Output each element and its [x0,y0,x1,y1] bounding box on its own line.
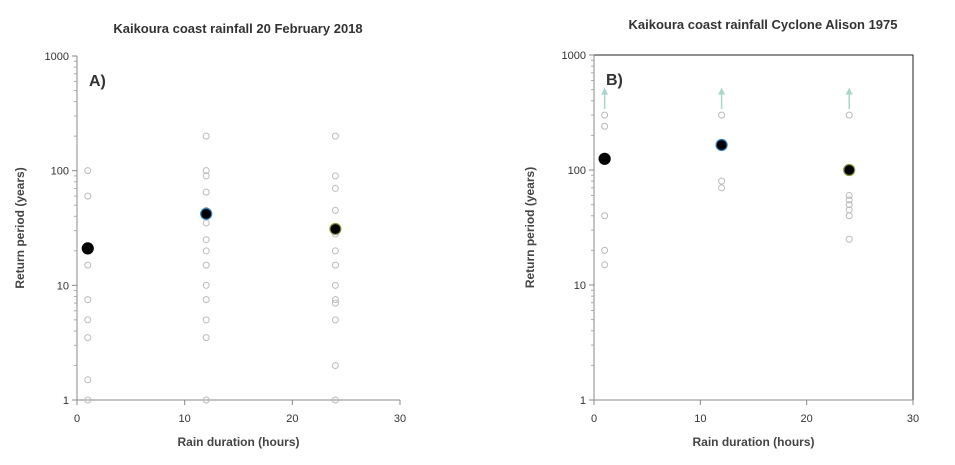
station-point [331,281,339,289]
station-point [202,188,210,196]
station-point [601,261,609,269]
station-point [845,201,853,209]
station-point [845,111,853,119]
y-tick-label: 1000 [45,51,69,63]
station-point [331,261,339,269]
station-point [331,247,339,255]
plot-frame [593,54,914,401]
x-tick-label: 20 [801,413,813,425]
y-tick-label: 1 [580,395,586,407]
station-point [601,246,609,254]
lower-bound-arrowhead [601,87,609,95]
chart-panel-a: 1 10 100 1000 0 10 20 30 Kaikoura coast rainfall… [0,0,470,465]
station-point [202,167,210,175]
station-point [331,132,339,140]
x-tick-label: 20 [286,413,298,425]
station-point [84,376,92,384]
y-tick-label: 1 [63,395,69,407]
station-point [718,184,726,192]
lower-bound-arrowhead [845,87,853,95]
y-tick-label: 100 [51,166,69,178]
y-tick-label: 10 [574,280,586,292]
station-point [202,281,210,289]
representative-point [329,222,342,236]
station-point [202,334,210,342]
station-point [202,261,210,269]
y-axis-title: Return period (years) [13,167,27,288]
representative-point [598,152,611,165]
station-point [202,396,210,404]
chart-title: Kaikoura coast rainfall Cyclone Alison 1… [628,17,897,32]
station-point [202,316,210,324]
station-point [84,261,92,269]
y-tick-label: 1000 [562,50,586,62]
representative-point [81,242,94,255]
lower-bound-arrowhead [718,87,726,95]
chart-panel-b: 1 10 100 1000 0 10 20 30 Kaikoura coast rainfall… [510,0,955,465]
station-point [331,172,339,180]
station-point [202,219,210,227]
station-point [202,132,210,140]
chart-a-svg: 1 10 100 1000 0 10 20 30 Kaikoura coast rainfall… [13,21,406,449]
station-point [601,212,609,220]
chart-title: Kaikoura coast rainfall 20 February 2018 [113,21,362,36]
station-point [331,206,339,214]
y-tick-label: 100 [568,165,586,177]
station-point [331,299,339,307]
x-tick-label: 10 [694,413,706,425]
station-point [845,212,853,220]
station-point [331,396,339,404]
representative-point [200,207,213,220]
station-point [331,296,339,304]
chart-b-svg: 1 10 100 1000 0 10 20 30 Kaikoura coast rainfall… [523,17,919,449]
station-point [202,247,210,255]
station-point [845,235,853,243]
station-point [84,334,92,342]
station-point [84,396,92,404]
station-point [202,296,210,304]
station-point [202,236,210,244]
panel-label: A) [89,73,106,90]
x-axis-title: Rain duration (hours) [178,435,300,449]
y-tick-label: 10 [57,280,69,292]
representative-point [843,163,856,177]
station-point [845,196,853,204]
station-point [845,192,853,200]
station-point [331,184,339,192]
station-point [84,296,92,304]
station-point [84,316,92,324]
x-axis-title: Rain duration (hours) [693,435,815,449]
representative-point [715,138,728,152]
station-point [601,122,609,130]
station-point [84,192,92,200]
x-tick-label: 30 [907,413,919,425]
y-axis-title: Return period (years) [523,167,537,288]
station-point [718,177,726,185]
station-point [84,167,92,175]
x-tick-label: 30 [394,413,406,425]
station-point [718,111,726,119]
station-point [202,172,210,180]
station-point [601,111,609,119]
station-point [331,316,339,324]
x-tick-label: 10 [179,413,191,425]
x-tick-label: 0 [591,413,597,425]
x-tick-label: 0 [74,413,80,425]
panel-label: B) [606,72,623,89]
station-point [331,361,339,369]
